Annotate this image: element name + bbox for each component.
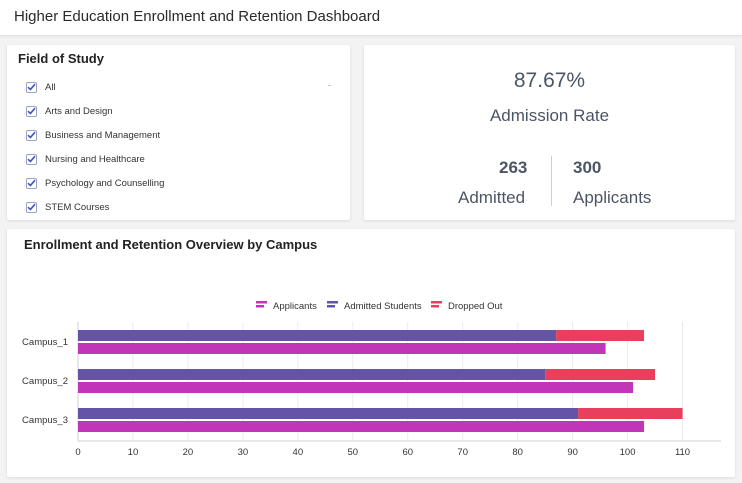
legend-label: Admitted Students (344, 301, 422, 312)
y-category-label: Campus_2 (22, 376, 68, 387)
checkbox-checked-icon[interactable] (26, 105, 37, 117)
filter-title: Field of Study (18, 51, 104, 66)
dashboard-title: Higher Education Enrollment and Retentio… (14, 8, 381, 25)
checkbox-checked-icon[interactable] (26, 153, 37, 165)
bar-dropped-out (545, 369, 656, 380)
legend-swatch (431, 301, 442, 304)
applicants-label: Applicants (573, 188, 652, 207)
filter-option-nursing-and-healthcare[interactable]: Nursing and Healthcare (26, 151, 145, 167)
campus-bar-chart: 01020304050607080901001101ApplicantsAdmi… (22, 301, 735, 458)
bar-admitted-students (78, 330, 557, 341)
checkbox-checked-icon[interactable] (26, 129, 37, 141)
filter-option-label: STEM Courses (45, 201, 110, 213)
legend-swatch (256, 301, 267, 304)
chart-title: Enrollment and Retention Overview by Cam… (24, 237, 318, 252)
bar-dropped-out (578, 408, 683, 419)
filter-option-label: Business and Management (45, 129, 161, 141)
filter-option-label: Nursing and Healthcare (45, 153, 145, 165)
legend-swatch (431, 305, 439, 308)
x-tick-label: 30 (238, 447, 249, 458)
checkbox-checked-icon[interactable] (26, 81, 37, 93)
filter-option-arts-and-design[interactable]: Arts and Design (26, 103, 113, 119)
applicants-value: 300 (573, 158, 602, 177)
bar-admitted-students (78, 369, 546, 380)
x-tick-label: 50 (347, 447, 358, 458)
x-tick-label: 0 (75, 447, 80, 458)
kpi-divider (551, 156, 552, 206)
filter-option-psychology-and-counselling[interactable]: Psychology and Counselling (26, 175, 164, 191)
x-tick-label: 70 (457, 447, 468, 458)
admitted-value: 263 (499, 158, 528, 177)
x-tick-label: 90 (567, 447, 578, 458)
filter-scrollbar[interactable] (328, 85, 331, 86)
checkbox-checked-icon[interactable] (26, 177, 37, 189)
x-tick-label: 100 (620, 447, 636, 458)
filter-option-label: All (45, 81, 56, 93)
field-of-study-filter: Field of Study All Arts and Design Busin… (7, 45, 350, 220)
filter-option-stem-courses[interactable]: STEM Courses (26, 199, 109, 215)
y-category-label: Campus_3 (22, 415, 68, 426)
x-tick-label: 110 (675, 447, 690, 458)
legend-swatch (327, 301, 338, 304)
x-tick-label: 20 (183, 447, 194, 458)
filter-option-label: Psychology and Counselling (45, 177, 165, 189)
bar-applicants (78, 382, 634, 393)
filter-option-all[interactable]: All (26, 79, 56, 95)
bar-dropped-out (556, 330, 645, 341)
legend-label: Dropped Out (448, 301, 503, 312)
filter-option-business-and-management[interactable]: Business and Management (26, 127, 160, 143)
x-tick-label: 40 (293, 447, 304, 458)
bar-admitted-students (78, 408, 579, 419)
admitted-label: Admitted (458, 188, 526, 207)
legend-label: Applicants (273, 301, 317, 312)
filter-option-label: Arts and Design (45, 105, 113, 117)
x-tick-label: 80 (512, 447, 523, 458)
x-tick-label: 10 (128, 447, 139, 458)
y-category-label: Campus_1 (22, 337, 68, 348)
admission-kpi-card: 87.67% Admission Rate 263 Admitted 300 A… (364, 45, 735, 220)
checkbox-checked-icon[interactable] (26, 201, 37, 213)
bar-applicants (78, 343, 606, 354)
legend-swatch (327, 305, 335, 308)
admission-rate-label: Admission Rate (489, 106, 610, 125)
campus-chart-card: Enrollment and Retention Overview by Cam… (7, 229, 735, 477)
admission-rate-value: 87.67% (513, 69, 586, 92)
x-tick-label: 60 (402, 447, 413, 458)
legend-swatch (256, 305, 264, 308)
bar-applicants (78, 421, 645, 432)
dashboard-header: Higher Education Enrollment and Retentio… (0, 0, 742, 36)
